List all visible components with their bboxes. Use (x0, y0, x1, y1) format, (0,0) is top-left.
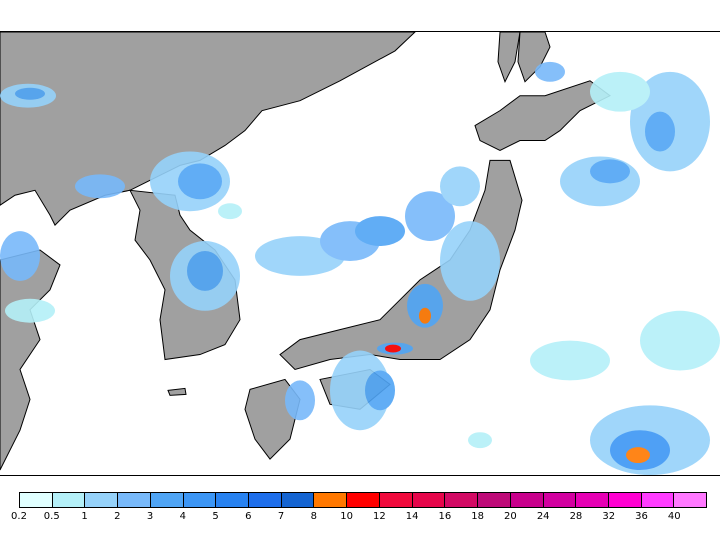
colorbar-label: 20 (504, 511, 517, 522)
precipitation-area (75, 174, 125, 199)
colorbar-swatch (412, 493, 446, 507)
precipitation-area (640, 310, 720, 371)
colorbar-label: 40 (667, 511, 681, 522)
russian-far-east (497, 32, 521, 84)
colorbar-swatch (608, 493, 642, 507)
colorbar-label: 2 (114, 511, 121, 522)
colorbar-label: 3 (146, 511, 154, 522)
precipitation-area (407, 283, 443, 328)
colorbar-label: 7 (277, 511, 285, 522)
colorbar-swatch (85, 493, 119, 507)
precipitation-area (645, 111, 675, 152)
colorbar-swatch (478, 493, 511, 507)
precipitation-area (218, 203, 242, 220)
colorbar-label: 0.5 (43, 511, 60, 522)
precipitation-area (626, 447, 650, 464)
colorbar-swatch (216, 493, 250, 507)
colorbar-label: 8 (310, 511, 318, 522)
colorbar-label: 18 (471, 511, 485, 522)
precipitation-area (535, 61, 565, 82)
precipitation-area (419, 307, 431, 324)
precipitation-area (385, 344, 401, 353)
colorbar-swatch (118, 493, 151, 507)
colorbar-label: 1 (81, 511, 88, 522)
colorbar-swatch (641, 493, 675, 507)
hokkaido (474, 80, 611, 152)
precipitation-area (0, 231, 40, 281)
colorbar-label: 32 (602, 511, 616, 522)
colorbar-label: 12 (373, 511, 386, 522)
colorbar-swatch (674, 493, 707, 507)
colorbar-swatch (249, 493, 282, 507)
precipitation-area (5, 298, 55, 323)
colorbar-labels: 0.2 0.5 1 2 3 4 5 6 7 8 10 12 14 16 18 20 24 28 32 36 40 (0, 511, 720, 525)
colorbar (19, 492, 707, 508)
colorbar-label: 5 (212, 511, 219, 522)
colorbar-swatch (281, 493, 315, 507)
precipitation-area (440, 166, 480, 207)
colorbar-swatch (20, 493, 53, 507)
colorbar-label: 14 (405, 511, 419, 522)
precipitation-area (365, 370, 395, 411)
colorbar-label: 0.2 (11, 511, 27, 522)
colorbar-swatch (379, 493, 413, 507)
china-east-coast (0, 249, 61, 471)
precipitation-area (178, 163, 222, 200)
colorbar-swatch (510, 493, 544, 507)
honshu (279, 159, 523, 371)
colorbar-swatch (150, 493, 184, 507)
precipitation-area (440, 221, 500, 301)
colorbar-label: 4 (179, 511, 186, 522)
precipitation-area (187, 251, 223, 291)
colorbar-swatch (445, 493, 479, 507)
colorbar-label: 16 (438, 511, 452, 522)
precipitation-area (285, 380, 315, 421)
precipitation-map (0, 31, 720, 476)
colorbar-swatch (314, 493, 348, 507)
precipitation-area (468, 432, 492, 449)
precipitation-area (330, 350, 390, 431)
colorbar-swatch (576, 493, 609, 507)
precipitation-area (530, 340, 610, 381)
colorbar-label: 36 (635, 511, 648, 522)
precipitation-area (405, 191, 455, 242)
precipitation-area (355, 216, 405, 247)
precipitation-area (590, 71, 650, 112)
precipitation-area (15, 87, 45, 100)
colorbar-swatch (52, 493, 86, 507)
colorbar-label: 24 (536, 511, 550, 522)
colorbar-swatch (347, 493, 380, 507)
precipitation-area (590, 159, 630, 184)
precipitation-areas (0, 61, 720, 475)
colorbar-label: 10 (340, 511, 353, 522)
colorbar-swatch (543, 493, 577, 507)
jeju-island (167, 387, 187, 396)
colorbar-label: 6 (245, 511, 252, 522)
colorbar-swatch (183, 493, 217, 507)
colorbar-label: 28 (569, 511, 583, 522)
